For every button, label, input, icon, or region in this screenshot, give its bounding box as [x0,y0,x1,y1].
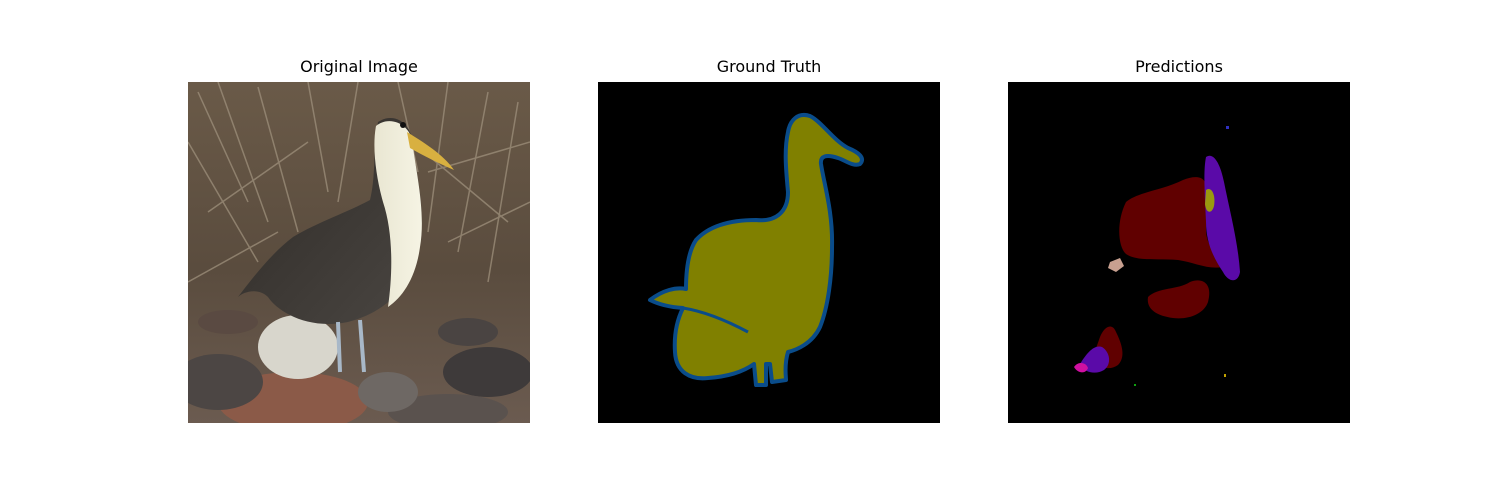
original-image [188,82,530,423]
original-image-title: Original Image [300,57,418,76]
ground-truth-title: Ground Truth [716,57,822,76]
ground-truth-mask [598,82,940,423]
bird-mask [648,113,865,387]
pred-region-purple-small [1080,346,1110,373]
predictions-panel [1008,82,1350,423]
predictions-title: Predictions [1135,57,1223,76]
pred-region-olive [1205,188,1215,212]
pred-region-dark-red-lower [1147,280,1210,319]
original-image-panel [188,82,530,423]
ground-truth-panel [598,82,940,423]
pred-region-purple [1204,155,1240,281]
predictions-mask [1008,82,1350,423]
pred-region-pink [1108,258,1124,272]
pred-region-dark-red [1119,177,1223,268]
pred-region-magenta [1074,362,1088,373]
